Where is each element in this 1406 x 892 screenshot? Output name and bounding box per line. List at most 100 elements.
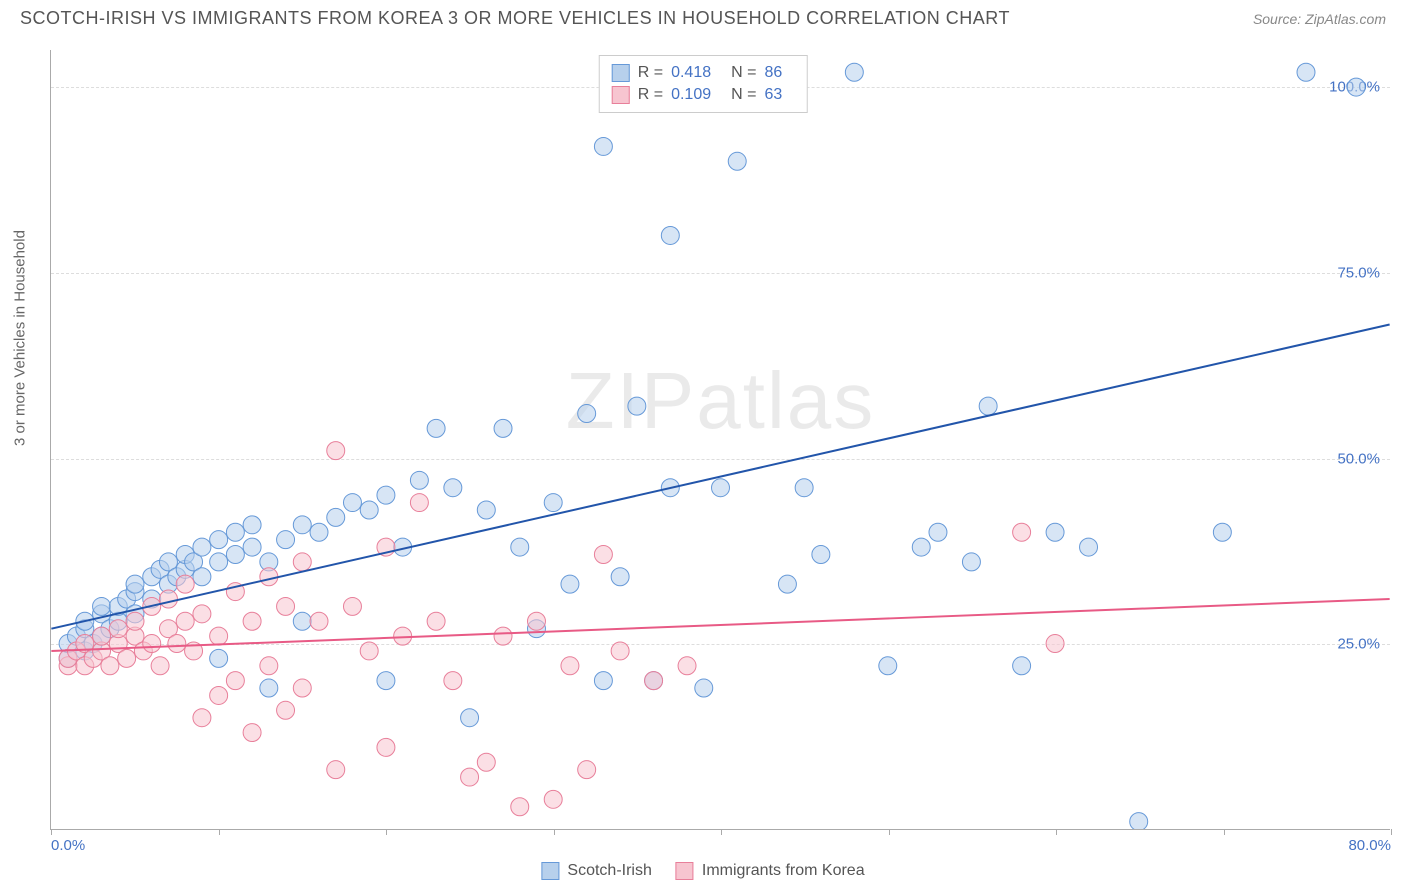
x-tick-mark bbox=[386, 829, 387, 835]
data-point bbox=[578, 405, 596, 423]
data-point bbox=[126, 575, 144, 593]
data-point bbox=[611, 642, 629, 660]
data-point bbox=[193, 538, 211, 556]
data-point bbox=[260, 679, 278, 697]
data-point bbox=[845, 63, 863, 81]
y-axis-label: 3 or more Vehicles in Household bbox=[12, 230, 29, 446]
data-point bbox=[695, 679, 713, 697]
legend-item: Scotch-Irish bbox=[541, 862, 651, 880]
data-point bbox=[611, 568, 629, 586]
data-point bbox=[343, 494, 361, 512]
data-point bbox=[594, 137, 612, 155]
data-point bbox=[243, 538, 261, 556]
data-point bbox=[109, 620, 127, 638]
data-point bbox=[778, 575, 796, 593]
correlation-legend: R =0.418N =86R = 0.109 N = 63 bbox=[599, 55, 808, 113]
data-point bbox=[159, 590, 177, 608]
data-point bbox=[962, 553, 980, 571]
data-point bbox=[929, 523, 947, 541]
data-point bbox=[561, 575, 579, 593]
data-point bbox=[193, 568, 211, 586]
data-point bbox=[477, 753, 495, 771]
data-point bbox=[327, 508, 345, 526]
legend-r-label: R = bbox=[638, 64, 663, 82]
data-point bbox=[293, 553, 311, 571]
data-point bbox=[594, 546, 612, 564]
data-point bbox=[377, 486, 395, 504]
x-tick-label: 0.0% bbox=[51, 837, 85, 854]
data-point bbox=[143, 635, 161, 653]
data-point bbox=[226, 546, 244, 564]
data-point bbox=[544, 494, 562, 512]
x-tick-mark bbox=[721, 829, 722, 835]
series-legend: Scotch-Irish Immigrants from Korea bbox=[541, 862, 864, 880]
trend-line bbox=[51, 325, 1389, 629]
chart-title: SCOTCH-IRISH VS IMMIGRANTS FROM KOREA 3 … bbox=[20, 8, 1010, 29]
data-point bbox=[1347, 78, 1365, 96]
data-point bbox=[477, 501, 495, 519]
data-point bbox=[210, 553, 228, 571]
data-point bbox=[812, 546, 830, 564]
x-tick-mark bbox=[1391, 829, 1392, 835]
data-point bbox=[310, 523, 328, 541]
data-point bbox=[226, 672, 244, 690]
legend-n-label: N = bbox=[731, 64, 756, 82]
legend-row: R =0.109N =63 bbox=[612, 84, 795, 106]
data-point bbox=[594, 672, 612, 690]
data-point bbox=[561, 657, 579, 675]
legend-swatch bbox=[541, 862, 559, 880]
data-point bbox=[444, 479, 462, 497]
data-point bbox=[243, 724, 261, 742]
data-point bbox=[101, 657, 119, 675]
data-point bbox=[678, 657, 696, 675]
data-point bbox=[1080, 538, 1098, 556]
data-point bbox=[277, 597, 295, 615]
chart-source: Source: ZipAtlas.com bbox=[1253, 11, 1386, 27]
data-point bbox=[243, 612, 261, 630]
legend-swatch bbox=[612, 64, 630, 82]
data-point bbox=[210, 627, 228, 645]
data-point bbox=[879, 657, 897, 675]
data-point bbox=[544, 790, 562, 808]
data-point bbox=[494, 419, 512, 437]
x-tick-mark bbox=[219, 829, 220, 835]
data-point bbox=[277, 701, 295, 719]
data-point bbox=[93, 627, 111, 645]
data-point bbox=[461, 709, 479, 727]
chart-header: SCOTCH-IRISH VS IMMIGRANTS FROM KOREA 3 … bbox=[0, 0, 1406, 33]
legend-swatch bbox=[676, 862, 694, 880]
data-point bbox=[176, 612, 194, 630]
data-point bbox=[93, 597, 111, 615]
data-point bbox=[795, 479, 813, 497]
data-point bbox=[444, 672, 462, 690]
data-point bbox=[277, 531, 295, 549]
data-point bbox=[360, 642, 378, 660]
x-tick-mark bbox=[554, 829, 555, 835]
data-point bbox=[343, 597, 361, 615]
legend-r-value: 0.109 bbox=[671, 86, 711, 104]
data-point bbox=[210, 531, 228, 549]
legend-label: Scotch-Irish bbox=[567, 862, 651, 880]
data-point bbox=[527, 612, 545, 630]
legend-item: Immigrants from Korea bbox=[676, 862, 865, 880]
data-point bbox=[1046, 635, 1064, 653]
data-point bbox=[578, 761, 596, 779]
data-point bbox=[461, 768, 479, 786]
legend-row: R =0.418N =86 bbox=[612, 62, 795, 84]
data-point bbox=[377, 738, 395, 756]
data-point bbox=[427, 612, 445, 630]
data-point bbox=[712, 479, 730, 497]
data-point bbox=[377, 672, 395, 690]
data-point bbox=[645, 672, 663, 690]
data-point bbox=[511, 798, 529, 816]
data-point bbox=[118, 649, 136, 667]
data-point bbox=[210, 686, 228, 704]
legend-n-label: N = bbox=[731, 86, 756, 104]
data-point bbox=[661, 226, 679, 244]
x-tick-mark bbox=[51, 829, 52, 835]
chart-plot-area: ZIPatlas 25.0%50.0%75.0%100.0%0.0%80.0% bbox=[50, 50, 1390, 830]
scatter-plot-svg bbox=[51, 50, 1390, 829]
data-point bbox=[327, 761, 345, 779]
data-point bbox=[410, 471, 428, 489]
legend-n-value: 63 bbox=[764, 86, 782, 104]
